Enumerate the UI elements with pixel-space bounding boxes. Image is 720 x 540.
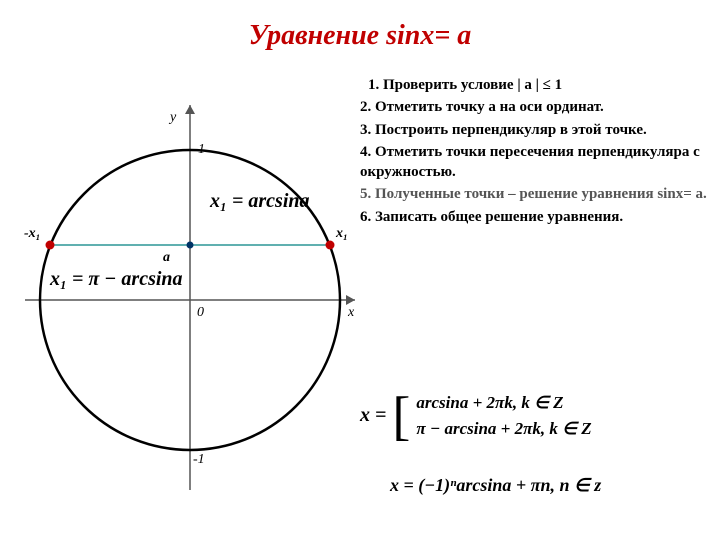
label-neg-x1: -x₁ bbox=[24, 226, 41, 242]
solution-prefix: x = bbox=[360, 404, 386, 427]
label-x: x bbox=[348, 305, 354, 321]
step-1: 1. Проверить условие | a | ≤ 1 bbox=[368, 75, 710, 95]
solution-line-1: arcsina + 2πk, k ∈ Z bbox=[416, 390, 591, 416]
solution-block: x = [ arcsina + 2πk, k ∈ Z π − arcsina +… bbox=[360, 390, 710, 441]
label-zero: 0 bbox=[197, 305, 204, 321]
steps-list: 1. Проверить условие | a | ≤ 1 2. Отмети… bbox=[360, 75, 710, 229]
circle-svg bbox=[20, 90, 360, 510]
bracket-icon: [ bbox=[392, 392, 410, 440]
step-5: 5. Полученные точки – решение уравнения … bbox=[360, 184, 710, 204]
unit-circle-diagram: y x 0 1 -1 a x₁ -x₁ x₁ = arcsina x₁ = π … bbox=[20, 90, 360, 510]
step-2: 2. Отметить точку a на оси ординат. bbox=[360, 97, 710, 117]
step-3: 3. Построить перпендикуляр в этой точке. bbox=[360, 120, 710, 140]
final-formula: x = (−1)ⁿarcsina + πn, n ∈ z bbox=[390, 475, 601, 496]
label-one: 1 bbox=[198, 142, 205, 158]
step-6: 6. Записать общее решение уравнения. bbox=[360, 207, 710, 227]
page-title: Уравнение sinx= a bbox=[0, 0, 720, 52]
label-neg-one: -1 bbox=[193, 452, 205, 468]
formula-arcsin: x₁ = arcsina bbox=[210, 190, 310, 213]
step-4: 4. Отметить точки пересечения перпендику… bbox=[360, 142, 710, 183]
solution-line-2: π − arcsina + 2πk, k ∈ Z bbox=[416, 416, 591, 442]
label-x1: x₁ bbox=[336, 226, 348, 242]
formula-pi-arcsin: x₁ = π − arcsina bbox=[50, 268, 183, 291]
label-a: a bbox=[163, 250, 170, 266]
label-y: y bbox=[170, 110, 176, 126]
